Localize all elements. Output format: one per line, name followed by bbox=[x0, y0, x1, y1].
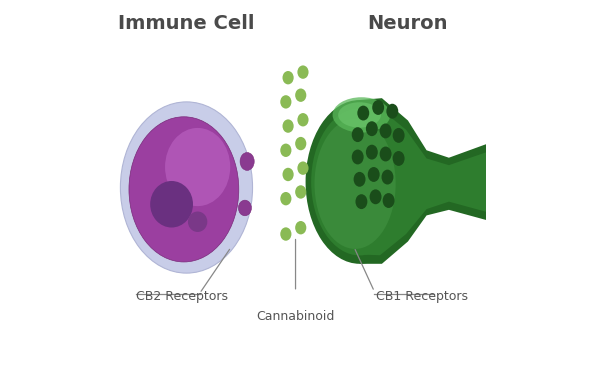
Ellipse shape bbox=[295, 88, 307, 102]
Ellipse shape bbox=[298, 65, 308, 79]
Ellipse shape bbox=[386, 104, 398, 118]
Ellipse shape bbox=[392, 151, 404, 166]
Ellipse shape bbox=[380, 147, 392, 162]
Ellipse shape bbox=[380, 123, 392, 138]
Ellipse shape bbox=[358, 106, 369, 120]
Ellipse shape bbox=[280, 144, 292, 157]
Ellipse shape bbox=[366, 145, 378, 160]
Ellipse shape bbox=[283, 71, 293, 84]
Text: Neuron: Neuron bbox=[368, 14, 448, 33]
Text: Immune Cell: Immune Cell bbox=[118, 14, 255, 33]
Ellipse shape bbox=[295, 137, 307, 150]
Text: Cannabinoid: Cannabinoid bbox=[256, 310, 335, 323]
Ellipse shape bbox=[305, 100, 413, 264]
Ellipse shape bbox=[280, 227, 292, 241]
Ellipse shape bbox=[353, 172, 365, 187]
Ellipse shape bbox=[188, 211, 208, 232]
Ellipse shape bbox=[372, 100, 384, 115]
Ellipse shape bbox=[383, 193, 395, 208]
Ellipse shape bbox=[311, 108, 408, 255]
Polygon shape bbox=[359, 98, 490, 264]
Ellipse shape bbox=[240, 153, 254, 170]
Ellipse shape bbox=[298, 113, 308, 126]
Ellipse shape bbox=[392, 128, 404, 143]
Ellipse shape bbox=[368, 167, 380, 182]
Ellipse shape bbox=[280, 95, 292, 109]
Ellipse shape bbox=[352, 127, 364, 142]
Ellipse shape bbox=[355, 194, 367, 209]
Ellipse shape bbox=[298, 162, 308, 175]
Ellipse shape bbox=[370, 189, 382, 204]
Ellipse shape bbox=[332, 97, 390, 133]
Ellipse shape bbox=[283, 168, 293, 181]
Ellipse shape bbox=[314, 118, 395, 249]
Ellipse shape bbox=[121, 102, 253, 273]
Text: CB1 Receptors: CB1 Receptors bbox=[376, 290, 469, 303]
Ellipse shape bbox=[295, 221, 307, 234]
Ellipse shape bbox=[366, 121, 378, 136]
Ellipse shape bbox=[283, 119, 293, 133]
Ellipse shape bbox=[352, 150, 364, 164]
Polygon shape bbox=[359, 109, 490, 255]
Ellipse shape bbox=[165, 128, 230, 206]
Ellipse shape bbox=[129, 117, 239, 262]
Ellipse shape bbox=[295, 185, 307, 199]
Ellipse shape bbox=[280, 192, 292, 206]
Ellipse shape bbox=[338, 102, 381, 128]
Ellipse shape bbox=[150, 181, 193, 228]
Ellipse shape bbox=[382, 170, 394, 184]
Ellipse shape bbox=[238, 200, 251, 216]
Text: CB2 Receptors: CB2 Receptors bbox=[136, 290, 228, 303]
